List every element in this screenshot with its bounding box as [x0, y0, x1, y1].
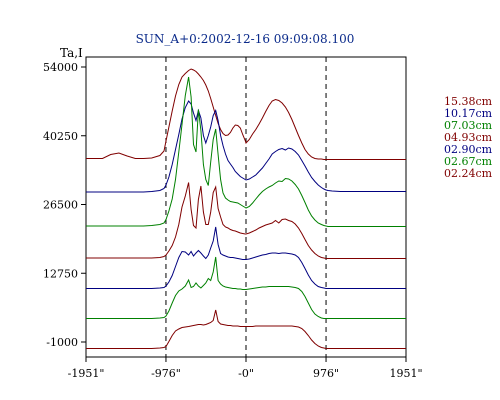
- x-tick-label: -0": [238, 367, 254, 380]
- y-tick-label: 12750: [43, 267, 78, 280]
- legend-item: 15.38cm: [444, 95, 493, 108]
- y-axis-ticks: 54000 40250 26500 12750 -1000: [43, 61, 86, 349]
- series-lines: [86, 68, 406, 349]
- series-line-10.17cm: [86, 100, 406, 193]
- legend-item: 02.67cm: [444, 155, 493, 168]
- series-line-15.38cm: [86, 68, 406, 160]
- vertical-reference-lines: [165, 57, 327, 357]
- y-tick-label: -1000: [46, 336, 78, 349]
- legend-item: 04.93cm: [444, 131, 493, 144]
- legend: 15.38cm10.17cm07.03cm04.93cm02.90cm02.67…: [444, 95, 493, 180]
- legend-item: 10.17cm: [444, 107, 493, 120]
- y-tick-label: 54000: [43, 61, 78, 74]
- legend-item: 02.24cm: [444, 167, 493, 180]
- series-line-02.67cm: [86, 256, 406, 319]
- x-axis-ticks: -1951" -976" -0" 976" 1951": [68, 357, 423, 380]
- x-tick-label: 1951": [389, 367, 422, 380]
- y-tick-label: 40250: [43, 130, 78, 143]
- legend-item: 02.90cm: [444, 143, 493, 156]
- x-tick-label: -976": [151, 367, 181, 380]
- x-tick-label: 976": [313, 367, 339, 380]
- series-line-04.93cm: [86, 182, 406, 259]
- y-tick-label: 26500: [43, 199, 78, 212]
- y-axis-label: Ta,I: [60, 46, 83, 60]
- series-line-07.03cm: [86, 76, 406, 227]
- series-line-02.24cm: [86, 309, 406, 349]
- series-line-02.90cm: [86, 226, 406, 289]
- chart-title: SUN_A+0:2002-12-16 09:09:08.100: [136, 32, 355, 46]
- x-tick-label: -1951": [68, 367, 105, 380]
- legend-item: 07.03cm: [444, 119, 493, 132]
